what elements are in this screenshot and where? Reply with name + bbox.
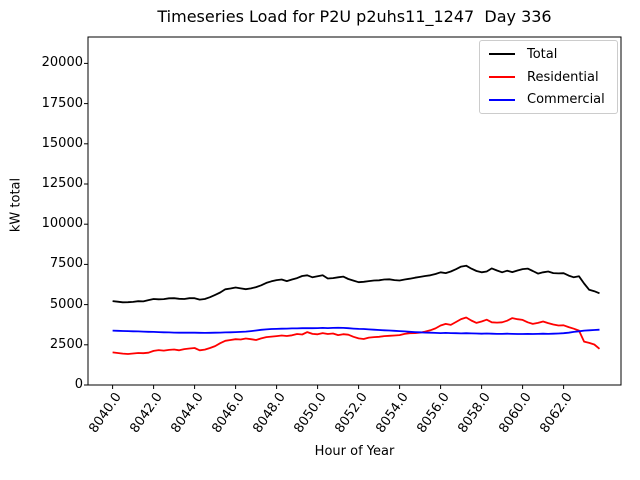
y-axis-label: kW total: [8, 177, 24, 233]
legend-label: Commercial: [527, 92, 605, 108]
legend: Total Residential Commercial: [479, 40, 618, 114]
y-tick-label: 17500: [41, 95, 83, 111]
series-line-residential: [112, 316, 601, 355]
y-tick-label: 2500: [49, 336, 83, 352]
chart-title: Timeseries Load for P2U p2uhs11_1247 Day…: [157, 7, 552, 26]
axes-frame: [87, 36, 622, 386]
y-tick-label: 5000: [49, 296, 83, 312]
legend-item: Commercial: [480, 88, 617, 111]
legend-line-sample: [489, 53, 515, 56]
legend-item: Total: [480, 43, 617, 66]
legend-label: Residential: [527, 69, 599, 85]
x-axis-label: Hour of Year: [314, 444, 395, 459]
series-line-total: [112, 264, 600, 304]
legend-line-sample: [489, 98, 515, 101]
y-tick-label: 7500: [49, 256, 83, 272]
legend-label: Total: [527, 46, 558, 62]
legend-item: Residential: [480, 66, 617, 89]
y-tick-label: 0: [74, 377, 83, 392]
y-tick-label: 15000: [41, 135, 83, 151]
y-tick-label: 20000: [41, 55, 83, 71]
legend-line-sample: [489, 76, 515, 78]
series-line-commercial: [112, 326, 600, 335]
y-tick-label: 10000: [41, 216, 83, 232]
y-tick-label: 12500: [41, 175, 83, 191]
